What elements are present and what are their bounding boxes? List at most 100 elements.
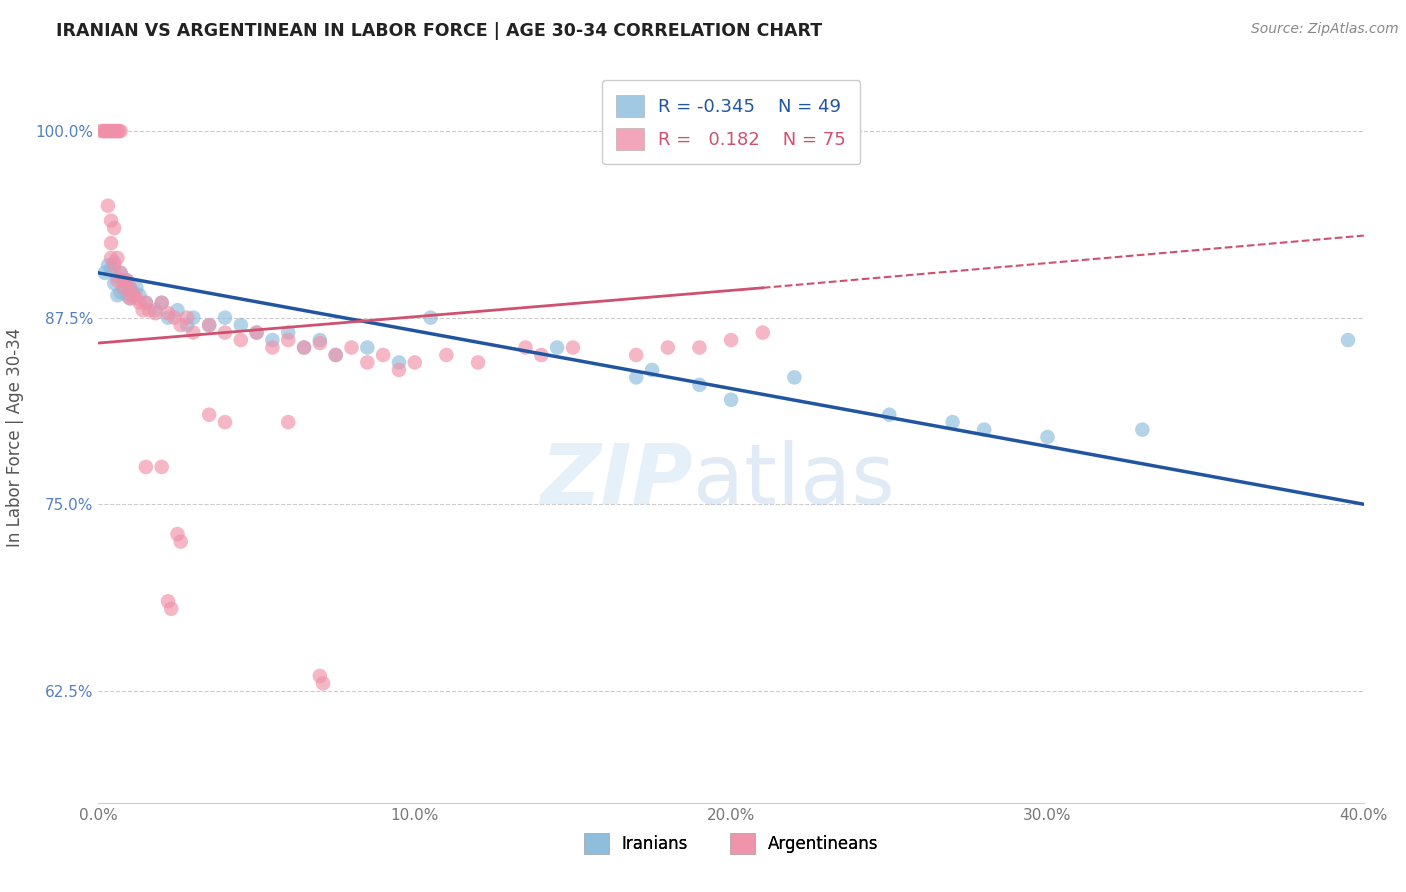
Point <box>688 341 710 355</box>
Point <box>160 601 183 615</box>
Point <box>356 355 378 369</box>
Point <box>277 415 299 429</box>
Point <box>97 259 120 273</box>
Point <box>309 669 332 683</box>
Point <box>108 124 131 138</box>
Point <box>150 295 173 310</box>
Point <box>100 261 122 276</box>
Point <box>110 124 132 138</box>
Point <box>163 310 186 325</box>
Point <box>419 310 441 325</box>
Point <box>183 310 205 325</box>
Point <box>101 124 124 138</box>
Point <box>325 348 347 362</box>
Point <box>214 415 236 429</box>
Point <box>262 333 284 347</box>
Legend: Iranians, Argentineans: Iranians, Argentineans <box>576 827 886 860</box>
Point <box>388 363 411 377</box>
Point <box>90 124 112 138</box>
Point <box>103 221 125 235</box>
Point <box>128 288 150 302</box>
Point <box>150 459 173 474</box>
Y-axis label: In Labor Force | Age 30-34: In Labor Force | Age 30-34 <box>7 327 24 547</box>
Point <box>103 255 125 269</box>
Point <box>96 124 118 138</box>
Point <box>515 341 537 355</box>
Point <box>1130 423 1153 437</box>
Point <box>93 266 117 280</box>
Point <box>198 318 221 332</box>
Text: Source: ZipAtlas.com: Source: ZipAtlas.com <box>1251 22 1399 37</box>
Point <box>97 199 120 213</box>
Point <box>176 310 198 325</box>
Point <box>132 303 155 318</box>
Point <box>246 326 269 340</box>
Point <box>340 341 363 355</box>
Point <box>198 318 221 332</box>
Point <box>157 594 180 608</box>
Point <box>720 392 742 407</box>
Point <box>145 303 166 318</box>
Point <box>169 534 191 549</box>
Point <box>229 333 252 347</box>
Point <box>404 355 426 369</box>
Point <box>356 341 378 355</box>
Point <box>325 348 347 362</box>
Point <box>103 124 125 138</box>
Point <box>783 370 806 384</box>
Point <box>98 124 121 138</box>
Point <box>176 318 198 332</box>
Point <box>166 303 188 318</box>
Point <box>120 281 141 295</box>
Point <box>292 341 315 355</box>
Point <box>277 333 299 347</box>
Point <box>112 273 135 287</box>
Point <box>198 408 221 422</box>
Point <box>1337 333 1360 347</box>
Text: ZIP: ZIP <box>540 441 693 522</box>
Point <box>135 459 157 474</box>
Point <box>157 310 180 325</box>
Point <box>110 266 132 280</box>
Point <box>246 326 269 340</box>
Point <box>103 259 125 273</box>
Point <box>277 326 299 340</box>
Point <box>100 251 122 265</box>
Point <box>97 124 120 138</box>
Point <box>107 273 129 287</box>
Point <box>751 326 773 340</box>
Point <box>942 415 965 429</box>
Point <box>120 291 141 305</box>
Point <box>150 295 173 310</box>
Point <box>214 326 236 340</box>
Point <box>546 341 568 355</box>
Point <box>292 341 315 355</box>
Point <box>624 348 647 362</box>
Point <box>115 288 138 302</box>
Point <box>169 318 191 332</box>
Point <box>128 295 150 310</box>
Point <box>688 377 710 392</box>
Text: IRANIAN VS ARGENTINEAN IN LABOR FORCE | AGE 30-34 CORRELATION CHART: IRANIAN VS ARGENTINEAN IN LABOR FORCE | … <box>56 22 823 40</box>
Point <box>624 370 647 384</box>
Point <box>112 281 135 295</box>
Point <box>103 277 125 291</box>
Point <box>100 124 122 138</box>
Point <box>309 333 332 347</box>
Point <box>166 527 188 541</box>
Point <box>973 423 995 437</box>
Point <box>262 341 284 355</box>
Point <box>530 348 553 362</box>
Point <box>1036 430 1059 444</box>
Point <box>145 306 166 320</box>
Point <box>122 285 145 300</box>
Point <box>115 273 138 287</box>
Point <box>720 333 742 347</box>
Point <box>122 288 145 302</box>
Point <box>157 306 180 320</box>
Point <box>125 281 148 295</box>
Point <box>110 285 132 300</box>
Point <box>641 363 664 377</box>
Point <box>371 348 394 362</box>
Point <box>214 310 236 325</box>
